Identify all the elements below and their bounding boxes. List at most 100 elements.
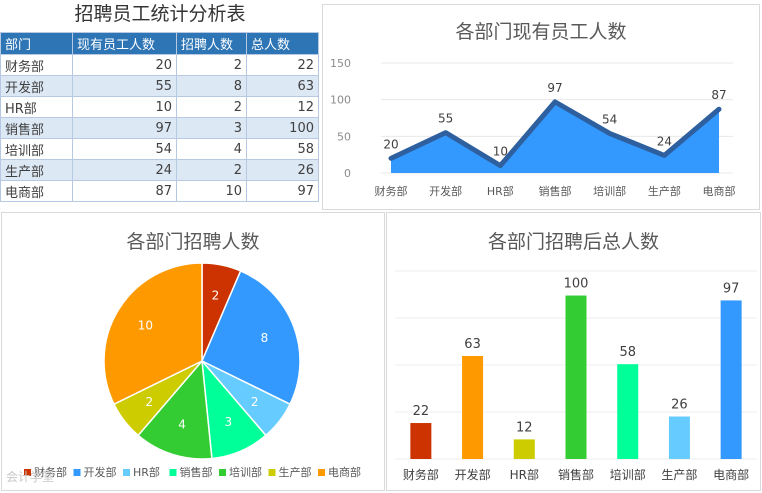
- value-cell: 10: [72, 96, 177, 118]
- recruitment-table: 部门 现有员工人数 招聘人数 总人数 财务部 20 2 22 开发部 55 8 63 HR部 10 2 12…: [0, 32, 319, 202]
- legend-swatch: [268, 469, 276, 476]
- legend-swatch: [73, 469, 81, 476]
- legend-label: 培训部: [229, 465, 262, 479]
- dept-cell: 财务部: [0, 54, 73, 76]
- table-row: 财务部 20 2 22: [0, 54, 319, 76]
- legend-label: HR部: [133, 465, 160, 479]
- y-tick-label: 0: [344, 167, 351, 180]
- area-line: [388, 99, 722, 169]
- bar: [617, 364, 639, 459]
- bar: [668, 416, 690, 459]
- table-header-row: 部门 现有员工人数 招聘人数 总人数: [0, 32, 319, 55]
- bar-chart-panel: 各部门招聘后总人数 22 财务部 63 开发部 12 HR部 100 销售部 58 培训部 26 生产…: [386, 212, 761, 491]
- bar: [513, 439, 535, 459]
- y-tick-label: 50: [337, 130, 351, 143]
- data-label: 87: [711, 88, 726, 102]
- x-tick-label: 培训部: [610, 467, 646, 482]
- value-cell: 2: [176, 159, 247, 181]
- dept-cell: 开发部: [0, 75, 73, 97]
- area-chart-title: 各部门现有员工人数: [455, 21, 627, 43]
- table-header-cell: 招聘人数: [176, 32, 247, 55]
- value-cell: 10: [176, 180, 247, 202]
- legend-label: 开发部: [84, 465, 117, 479]
- bar: [565, 295, 587, 459]
- data-label: 97: [723, 281, 740, 296]
- bar: [410, 423, 432, 459]
- dept-cell: 电商部: [0, 180, 73, 202]
- data-label: 20: [383, 137, 398, 151]
- table-row: 培训部 54 4 58: [0, 138, 319, 160]
- legend-swatch: [123, 469, 130, 476]
- value-cell: 2: [176, 96, 247, 118]
- area-fill: [391, 101, 719, 173]
- watermark: 会计学堂: [6, 470, 55, 484]
- x-tick-label: 财务部: [403, 467, 439, 482]
- data-label: 63: [464, 337, 481, 352]
- table-row: HR部 10 2 12: [0, 96, 319, 118]
- legend-swatch: [169, 469, 177, 476]
- x-tick-label: 销售部: [539, 184, 572, 198]
- dept-cell: HR部: [0, 96, 73, 118]
- y-tick-label: 150: [330, 57, 351, 70]
- pie-slice: [103, 262, 203, 406]
- x-tick-label: 开发部: [455, 467, 491, 482]
- table-row: 生产部 24 2 26: [0, 159, 319, 181]
- x-tick-label: 电商部: [713, 467, 749, 482]
- dept-cell: 培训部: [0, 138, 73, 160]
- slice-label: 8: [261, 331, 269, 345]
- slice-label: 2: [251, 395, 259, 409]
- bar: [462, 356, 484, 459]
- dept-cell: 销售部: [0, 117, 73, 139]
- value-cell: 4: [176, 138, 247, 160]
- table-row: 销售部 97 3 100: [0, 117, 319, 139]
- pie-slice: [137, 359, 213, 460]
- slice-label: 2: [145, 395, 153, 409]
- pie-chart-panel: 各部门招聘人数 2 8 2 3 4 2 10 财务部 开发部 HR部 销售部 培训部 生产部 电商部: [1, 212, 385, 491]
- x-tick-label: 开发部: [429, 184, 462, 198]
- slice-label: 3: [224, 415, 232, 429]
- legend-label: 财务部: [34, 465, 67, 479]
- pie-chart: 2 8 2 3 4 2 10 财务部 开发部 HR部 销售部 培训部 生产部 电商部: [24, 262, 361, 479]
- value-cell: 87: [72, 180, 177, 202]
- legend-label: 生产部: [279, 465, 312, 479]
- value-cell: 54: [72, 138, 177, 160]
- value-cell: 100: [246, 117, 319, 139]
- slice-label: 10: [138, 319, 153, 333]
- dept-cell: 生产部: [0, 159, 73, 181]
- data-label: 55: [438, 112, 453, 126]
- table-row: 开发部 55 8 63: [0, 75, 319, 97]
- table-body: 财务部 20 2 22 开发部 55 8 63 HR部 10 2 12 销售部 97 3 100 培训部 54 4 5…: [0, 54, 319, 202]
- slice-label: 4: [178, 418, 186, 432]
- value-cell: 97: [246, 180, 319, 202]
- value-cell: 3: [176, 117, 247, 139]
- value-cell: 58: [246, 138, 319, 160]
- bar-chart-title: 各部门招聘后总人数: [487, 231, 659, 253]
- table-header-cell: 部门: [0, 32, 73, 55]
- data-label: 12: [516, 420, 533, 435]
- data-label: 24: [657, 134, 672, 148]
- value-cell: 22: [246, 54, 319, 76]
- x-tick-label: 销售部: [558, 467, 594, 482]
- slice-label: 2: [212, 289, 220, 303]
- bar-chart: 22 财务部 63 开发部 12 HR部 100 销售部 58 培训部 26 生产部 97 电商部: [395, 270, 757, 482]
- data-label: 58: [619, 345, 636, 360]
- x-tick-label: HR部: [510, 467, 539, 482]
- pie-chart-title: 各部门招聘人数: [126, 231, 260, 253]
- table-header-cell: 总人数: [246, 32, 319, 55]
- table-row: 电商部 87 10 97: [0, 180, 319, 202]
- x-tick-label: 生产部: [648, 184, 681, 198]
- value-cell: 20: [72, 54, 177, 76]
- legend-label: 电商部: [328, 465, 361, 479]
- value-cell: 97: [72, 117, 177, 139]
- value-cell: 12: [246, 96, 319, 118]
- data-label: 100: [564, 277, 589, 292]
- value-cell: 8: [176, 75, 247, 97]
- x-tick-label: 财务部: [375, 184, 408, 198]
- legend-swatch: [24, 469, 31, 476]
- data-label: 22: [413, 404, 430, 419]
- value-cell: 55: [72, 75, 177, 97]
- table-title: 招聘员工统计分析表: [74, 3, 246, 25]
- legend-swatch: [219, 469, 226, 476]
- value-cell: 24: [72, 159, 177, 181]
- legend-label: 销售部: [180, 465, 213, 479]
